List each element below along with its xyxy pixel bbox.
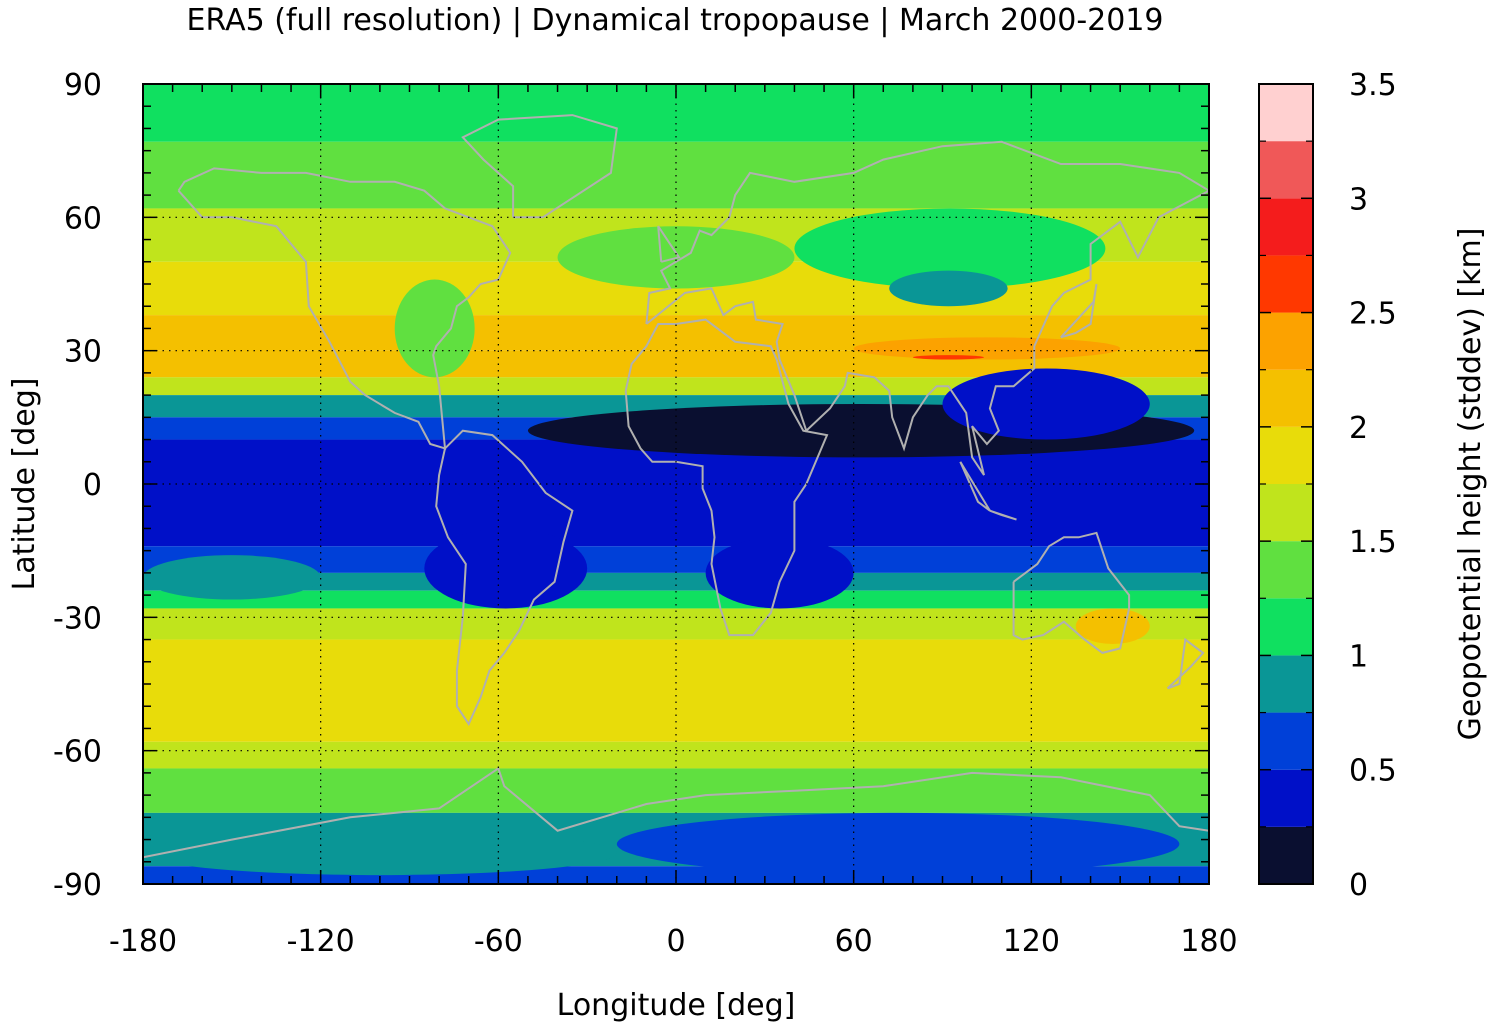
coastline [1060, 283, 1098, 339]
heatmap-feature [394, 279, 475, 378]
colorbar-swatch [1259, 141, 1313, 199]
heatmap-feature [912, 355, 984, 360]
y-tick-label: 30 [64, 335, 102, 370]
colorbar-swatch [1259, 712, 1313, 770]
colorbar-swatch [1259, 369, 1313, 427]
grid [143, 84, 1209, 884]
heatmap-feature [889, 270, 1008, 307]
colorbar-swatch [1259, 484, 1313, 542]
chart-title: ERA5 (full resolution) | Dynamical tropo… [187, 3, 1164, 38]
heatmap-band [143, 439, 1209, 547]
colorbar-tick-label: 3 [1349, 182, 1368, 217]
heatmap-feature [1075, 608, 1150, 644]
y-tick-labels: 90 60 30 0 -30 -60 -90 [53, 68, 102, 903]
heatmap-feature [172, 324, 292, 369]
y-tick-label: -90 [53, 868, 102, 903]
coastline [1166, 637, 1205, 690]
colorbar-swatch [1259, 541, 1313, 599]
heatmap-band [143, 590, 1209, 609]
coastline [461, 114, 618, 219]
heatmap-band [143, 639, 1209, 742]
y-tick-label: 60 [64, 201, 102, 236]
colorbar-tick-label: 2.5 [1349, 297, 1397, 332]
coastline [1012, 531, 1131, 654]
heatmap-feature [794, 208, 1106, 289]
x-axis-label: Longitude [deg] [557, 988, 796, 1023]
colorbar-ticks: 0 0.5 1 1.5 2 2.5 3 3.5 [1259, 68, 1397, 903]
colorbar [1259, 84, 1313, 884]
colorbar-tick-label: 2 [1349, 411, 1368, 446]
colorbar-swatch [1259, 655, 1313, 713]
heatmap-feature [143, 830, 617, 876]
colorbar-tick-label: 1 [1349, 639, 1368, 674]
coastline [989, 509, 1017, 521]
x-tick-label: -60 [474, 924, 523, 959]
heatmap-feature [853, 337, 1121, 360]
colorbar-tick-label: 3.5 [1349, 68, 1397, 103]
x-tick-label: -120 [287, 924, 355, 959]
colorbar-swatch [1259, 312, 1313, 370]
y-tick-label: -30 [53, 601, 102, 636]
heatmap-feature [616, 812, 1180, 876]
colorbar-swatch [1259, 598, 1313, 656]
coastline [435, 429, 574, 727]
colorbar-swatch [1259, 826, 1313, 884]
y-axis-label: Latitude [deg] [7, 378, 42, 591]
colorbar-swatch [1259, 769, 1313, 827]
coastline [177, 167, 512, 450]
heatmap-band [143, 741, 1209, 769]
colorbar-swatch [1259, 198, 1313, 256]
y-tick-label: -60 [53, 735, 102, 770]
axis-ticks [142, 83, 1210, 885]
colorbar-swatch [1259, 255, 1313, 313]
colorbar-swatch [1259, 426, 1313, 484]
colorbar-tick-label: 0 [1349, 868, 1368, 903]
x-tick-label: 0 [666, 924, 685, 959]
coastline [959, 461, 991, 512]
x-tick-labels: -180 -120 -60 0 60 120 180 [109, 924, 1238, 959]
colorbar-tick-label: 0.5 [1349, 754, 1397, 789]
coastline [657, 225, 681, 263]
y-tick-label: 90 [64, 68, 102, 103]
x-tick-label: 180 [1180, 924, 1237, 959]
heatmap-band [143, 377, 1209, 396]
x-tick-label: -180 [109, 924, 177, 959]
x-tick-label: 120 [1003, 924, 1060, 959]
coastline [645, 140, 1209, 476]
heatmap-feature [424, 528, 588, 609]
colorbar-swatch [1259, 84, 1313, 142]
x-tick-label: 60 [835, 924, 873, 959]
colorbar-label: Geopotential height (stddev) [km] [1453, 228, 1488, 741]
heatmap-band [143, 572, 1209, 591]
heatmap-feature [705, 537, 854, 609]
y-tick-label: 0 [83, 468, 102, 503]
coastline [624, 318, 829, 637]
heatmap-feature [143, 555, 321, 600]
colorbar-tick-label: 1.5 [1349, 525, 1397, 560]
